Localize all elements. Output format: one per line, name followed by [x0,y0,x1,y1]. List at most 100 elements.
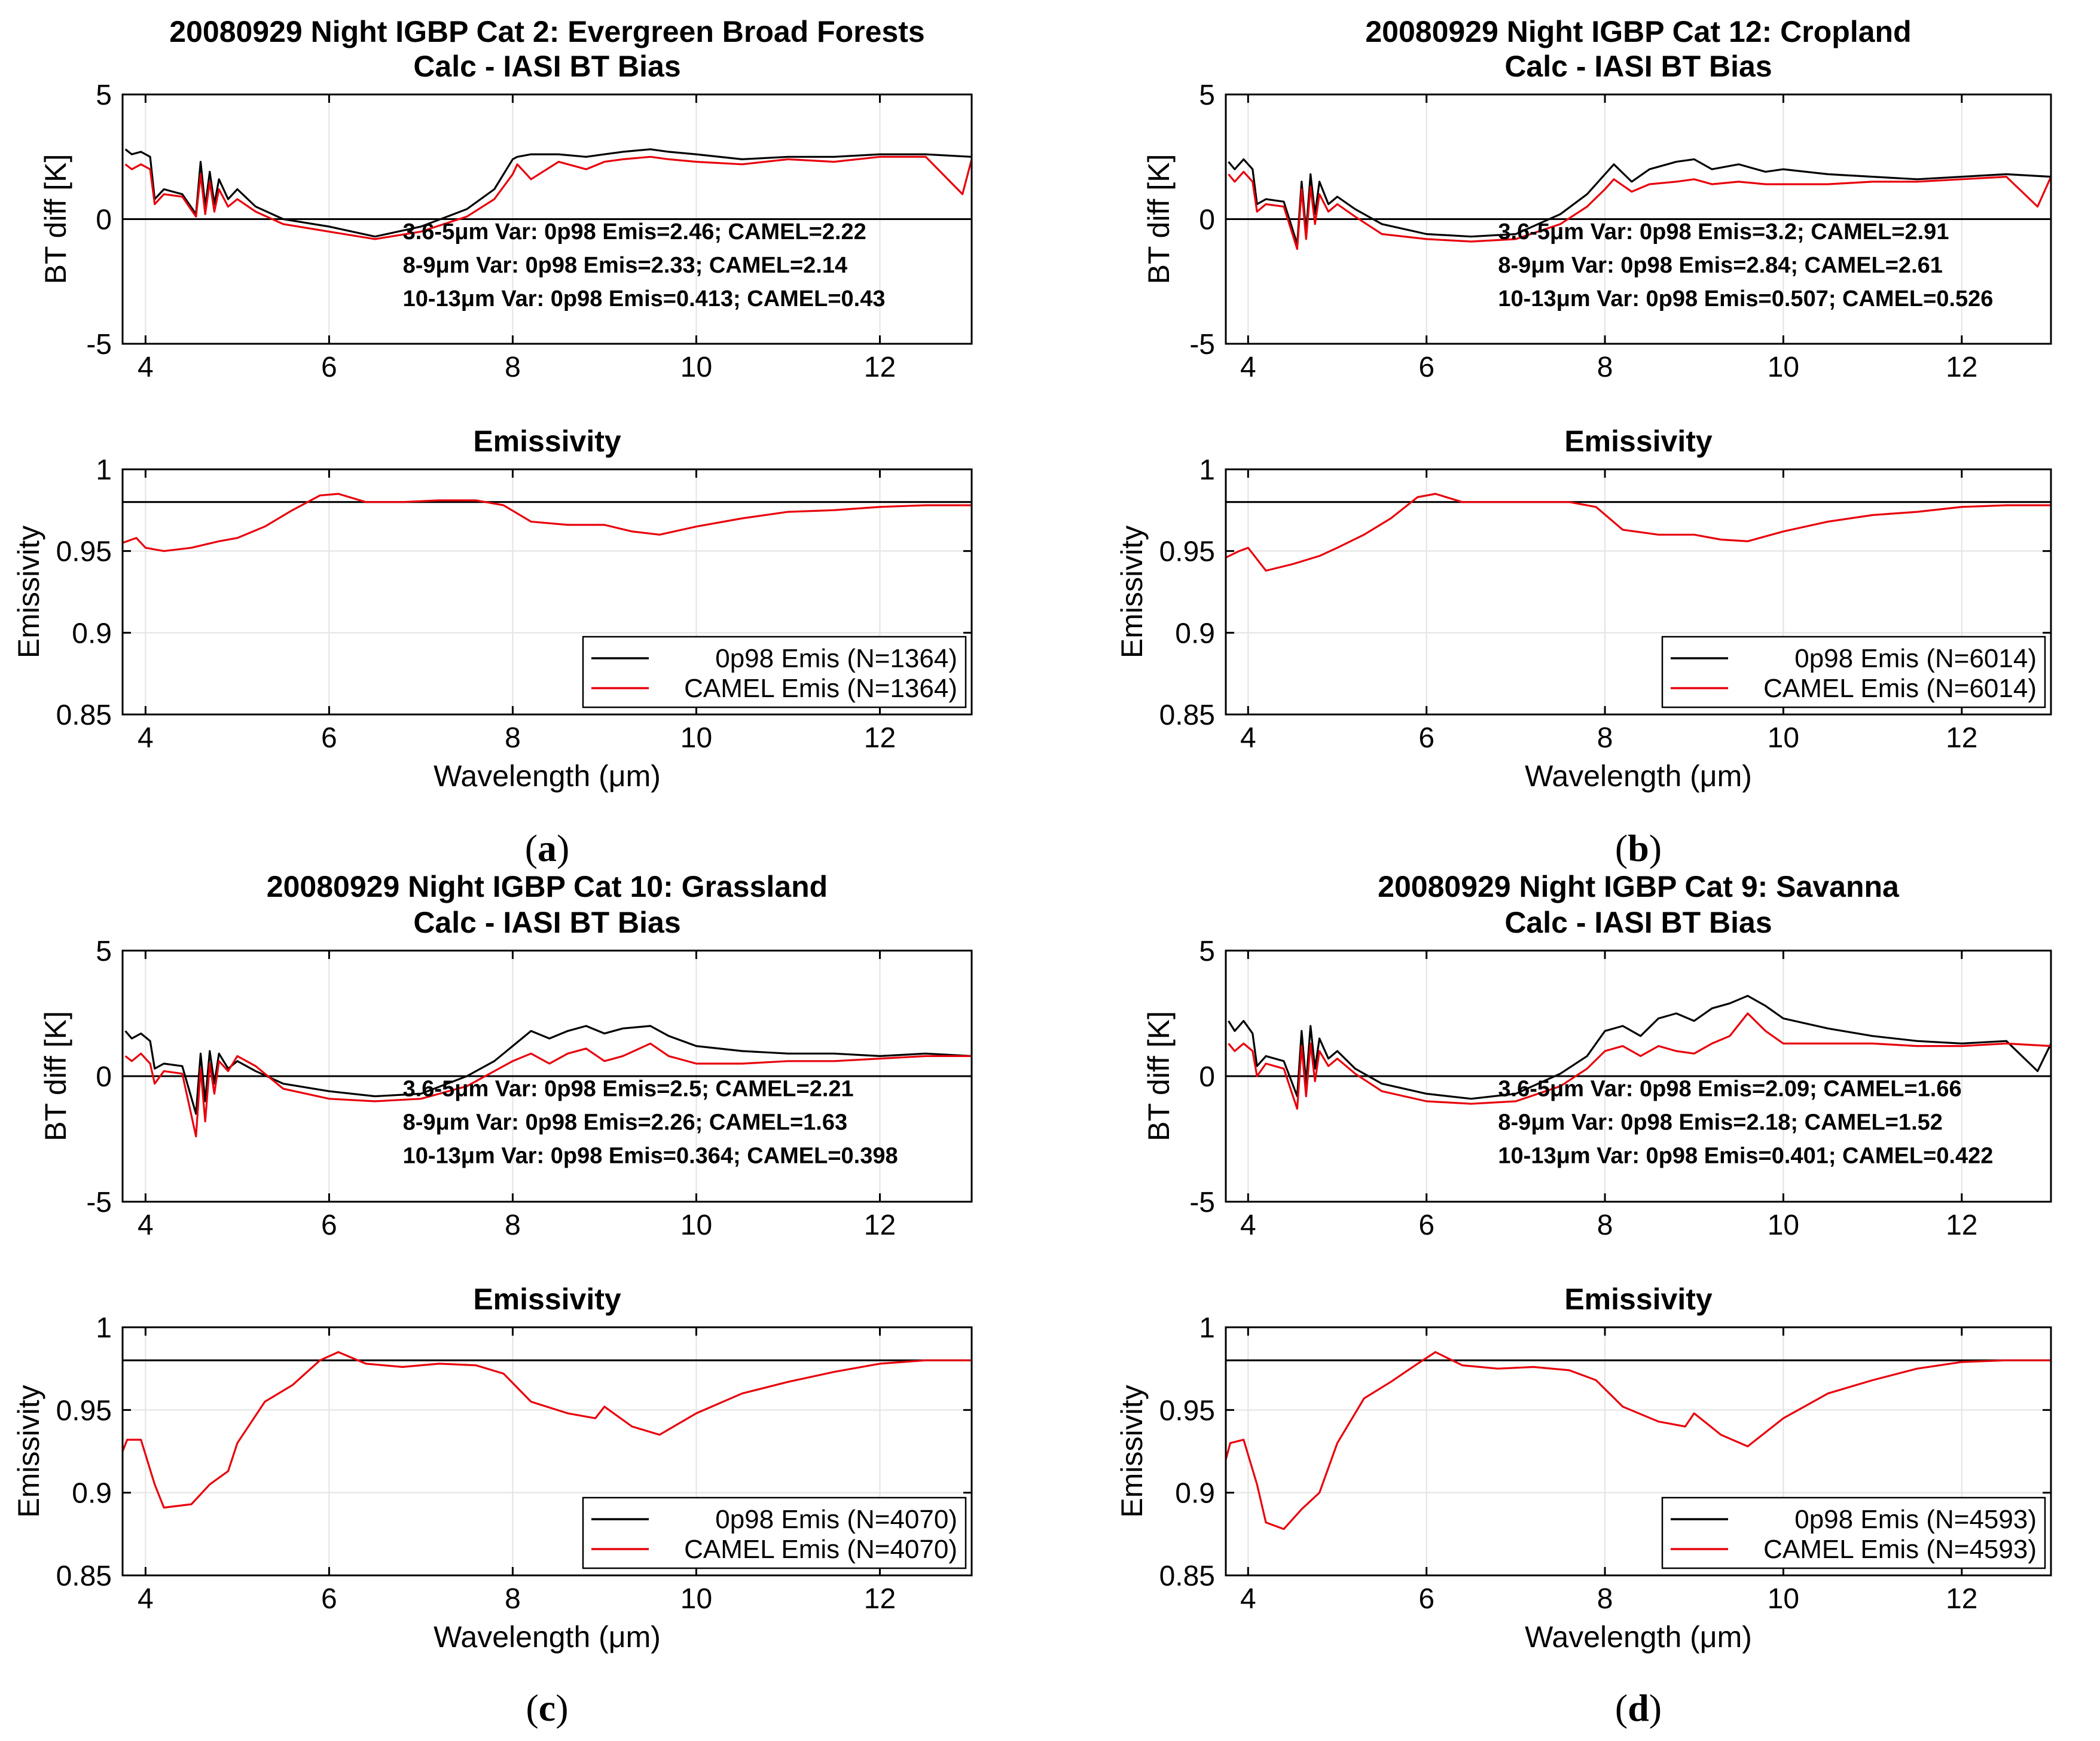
emissivity-chart: Emissivity 4 6 8 10 12 0.85 0.9 0.95 1 Emissivity W… [1115,424,2052,793]
emissivity-chart: Emissivity 4 6 8 10 12 0.85 0.9 0.95 1 Emissivity W… [1115,1282,2052,1654]
bt-bias-chart: 20080929 Night IGBP Cat 12: CroplandCalc… [1142,15,2052,383]
y-axis-label: Emissivity [12,526,45,658]
y-axis-label: BT diff [K] [39,154,72,285]
stats-annotation: 10-13μm Var: 0p98 Emis=0.364; CAMEL=0.39… [403,1144,898,1169]
series-line-0p98 [124,148,972,238]
legend-entry: 0p98 Emis (N=4593) [1794,1505,2037,1534]
y-tick-label: 0 [1199,1061,1215,1093]
y-tick-label: 0.9 [72,618,112,649]
panel-label-paren: ( [1615,1687,1628,1729]
x-tick-label: 10 [1768,1209,1799,1241]
legend-box [1661,636,2046,708]
x-tick-label: 6 [321,1583,337,1615]
y-tick-label: 0 [1199,204,1215,236]
x-axis-label: Wavelength (μm) [434,1620,661,1654]
x-tick-label: 4 [138,1209,154,1241]
x-tick-label: 4 [1240,352,1256,383]
x-tick-label: 8 [1597,722,1613,754]
panel-label-letter: b [1628,827,1649,869]
panel-label: (b) [1615,827,1662,869]
x-tick-label: 10 [1768,1583,1799,1615]
series-line-camel [1226,1351,2051,1531]
panel-c: 20080929 Night IGBP Cat 10: GrasslandCal… [12,870,973,1729]
chart-subtitle: Calc - IASI BT Bias [1504,50,1772,83]
y-tick-label: 0.9 [1175,1478,1215,1510]
panel-a: 20080929 Night IGBP Cat 2: Evergreen Bro… [12,15,973,869]
x-tick-label: 6 [321,352,337,383]
stats-annotation: 8-9μm Var: 0p98 Emis=2.33; CAMEL=2.14 [403,253,848,278]
legend-entry: 0p98 Emis (N=1364) [715,644,957,673]
panel-label: (c) [526,1687,568,1729]
x-axis-label: Wavelength (μm) [434,759,661,793]
x-tick-label: 12 [1946,352,1977,383]
y-tick-label: 0.95 [56,536,112,568]
x-tick-label: 10 [1768,722,1799,754]
y-tick-label: 5 [1199,936,1215,967]
legend: 0p98 Emis (N=1364)CAMEL Emis (N=1364) [582,636,967,708]
x-tick-label: 10 [1768,352,1799,383]
x-tick-label: 8 [505,722,521,754]
bt-bias-chart: 20080929 Night IGBP Cat 10: GrasslandCal… [39,870,973,1241]
legend-box [582,1496,967,1569]
x-tick-label: 12 [864,1209,896,1241]
y-axis-label: BT diff [K] [1142,154,1176,285]
x-tick-label: 4 [1240,1583,1256,1615]
y-axis-label: Emissivity [12,1385,45,1517]
legend: 0p98 Emis (N=4070)CAMEL Emis (N=4070) [582,1496,967,1569]
y-tick-label: 0.85 [1159,1560,1215,1592]
x-tick-label: 8 [1597,352,1613,383]
y-axis-label: BT diff [K] [39,1011,72,1141]
stats-annotation: 3.6-5μm Var: 0p98 Emis=3.2; CAMEL=2.91 [1498,219,1949,245]
axes-frame [121,1326,973,1577]
y-tick-label: 5 [96,936,112,967]
x-tick-label: 6 [1418,722,1434,754]
x-tick-label: 6 [1418,1583,1434,1615]
legend-box [1661,1496,2046,1569]
legend-entry: 0p98 Emis (N=4070) [715,1505,957,1534]
series-line-0p98 [124,1025,972,1115]
y-tick-label: -5 [86,329,112,361]
series-line-camel [1228,170,2051,251]
series-line-0p98 [1228,158,2051,245]
y-tick-label: 1 [96,454,112,486]
x-tick-label: 10 [680,352,712,383]
y-tick-label: -5 [1189,1187,1215,1218]
y-tick-label: 0 [96,1061,112,1093]
stats-annotation: 8-9μm Var: 0p98 Emis=2.84; CAMEL=2.61 [1498,253,1943,278]
series-line-camel [123,493,972,552]
y-axis-label: BT diff [K] [1142,1011,1176,1141]
y-tick-label: 0.9 [1175,618,1215,649]
axes-frame [121,468,973,716]
legend-entry: CAMEL Emis (N=4070) [684,1535,957,1564]
series-line-camel [124,155,972,240]
chart-title: 20080929 Night IGBP Cat 9: Savanna [1378,870,1900,903]
x-axis-label: Wavelength (μm) [1525,759,1752,793]
y-tick-label: 1 [1199,454,1215,486]
legend: 0p98 Emis (N=6014)CAMEL Emis (N=6014) [1661,636,2046,708]
chart-title: 20080929 Night IGBP Cat 2: Evergreen Bro… [169,15,924,48]
panel-label: (a) [525,827,570,869]
x-tick-label: 8 [1597,1209,1613,1241]
legend-box [582,636,967,708]
y-tick-label: -5 [86,1187,112,1218]
series-group [1226,158,2051,251]
y-axis-label: Emissivity [1115,526,1149,658]
x-tick-label: 4 [138,352,154,383]
series-group [1226,994,2051,1110]
y-tick-label: 1 [96,1312,112,1344]
y-tick-label: 0.95 [56,1395,112,1427]
stats-annotation: 8-9μm Var: 0p98 Emis=2.18; CAMEL=1.52 [1498,1110,1943,1135]
axes-frame [1225,1326,2052,1577]
x-tick-label: 6 [1418,1209,1434,1241]
emissivity-chart: Emissivity 4 6 8 10 12 0.85 0.9 0.95 1 Emissivity W… [12,1282,973,1654]
series-line-camel [1228,1012,2051,1110]
chart-title: 20080929 Night IGBP Cat 10: Grassland [267,870,828,903]
x-tick-label: 4 [138,1583,154,1615]
x-tick-label: 8 [1597,1583,1613,1615]
x-tick-label: 8 [505,352,521,383]
series-line-camel [123,1351,972,1509]
stats-annotation: 8-9μm Var: 0p98 Emis=2.26; CAMEL=1.63 [403,1110,848,1135]
panel-label-paren: ) [1649,827,1662,869]
